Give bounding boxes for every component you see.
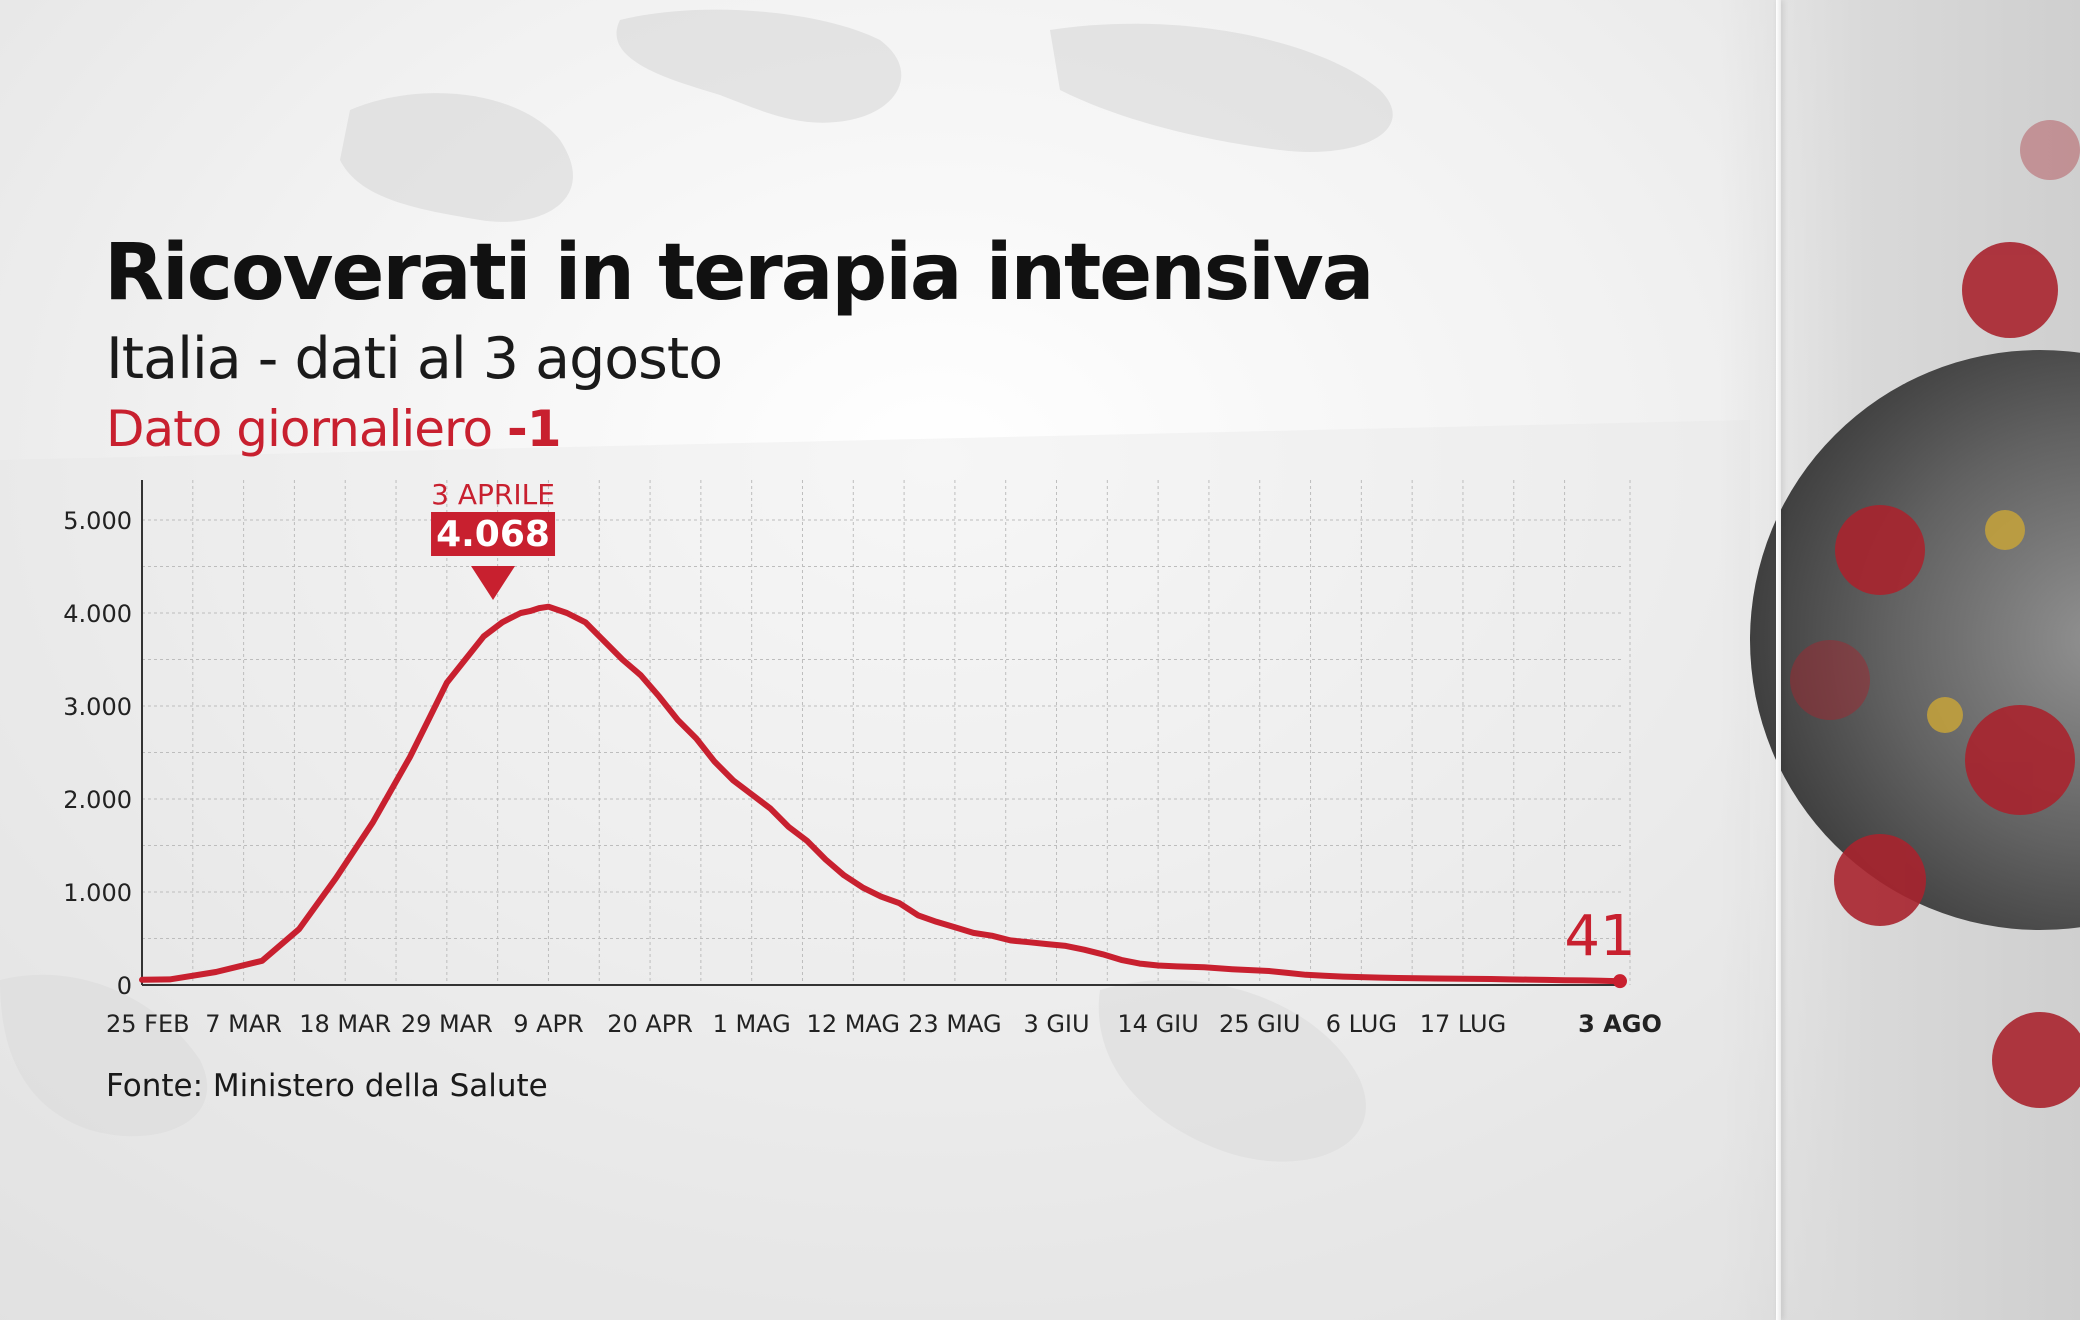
last-value-dot bbox=[1613, 974, 1627, 989]
x-tick-label: 9 APR bbox=[513, 1010, 583, 1038]
y-tick-label: 4.000 bbox=[63, 600, 132, 628]
daily-change-label: Dato giornaliero bbox=[106, 400, 493, 458]
last-value-label: 41 bbox=[1564, 904, 1635, 969]
peak-value-label: 4.068 bbox=[436, 514, 550, 555]
x-tick-label: 14 GIU bbox=[1117, 1010, 1198, 1038]
y-tick-label: 3.000 bbox=[63, 693, 132, 721]
x-tick-label: 6 LUG bbox=[1326, 1010, 1397, 1038]
x-tick-label: 3 GIU bbox=[1023, 1010, 1089, 1038]
daily-change: Dato giornaliero -1 bbox=[106, 400, 562, 458]
y-tick-label: 1.000 bbox=[63, 879, 132, 907]
x-tick-label: 3 AGO bbox=[1578, 1010, 1662, 1038]
x-tick-label: 25 GIU bbox=[1219, 1010, 1300, 1038]
peak-marker-arrow bbox=[471, 566, 516, 600]
x-tick-label: 1 MAG bbox=[713, 1010, 791, 1038]
x-tick-label: 12 MAG bbox=[807, 1010, 900, 1038]
x-tick-label: 18 MAR bbox=[299, 1010, 391, 1038]
peak-date-label: 3 APRILE bbox=[431, 478, 555, 511]
y-tick-label: 2.000 bbox=[63, 786, 132, 814]
series-line bbox=[139, 603, 1623, 985]
x-tick-label: 25 FEB bbox=[106, 1010, 190, 1038]
daily-change-value: -1 bbox=[506, 400, 562, 458]
source-note: Fonte: Ministero della Salute bbox=[106, 1068, 548, 1104]
x-tick-label: 7 MAR bbox=[205, 1010, 282, 1038]
chart-title: Ricoverati in terapia intensiva bbox=[104, 228, 1374, 318]
x-tick-label: 29 MAR bbox=[401, 1010, 493, 1038]
vertical-divider bbox=[1776, 0, 1781, 1320]
world-map-background bbox=[0, 9, 1393, 1162]
y-tick-label: 5.000 bbox=[63, 507, 132, 535]
x-tick-label: 23 MAG bbox=[908, 1010, 1001, 1038]
chart-subtitle: Italia - dati al 3 agosto bbox=[106, 326, 723, 392]
y-tick-label: 0 bbox=[117, 972, 132, 1000]
peak-value-box bbox=[431, 512, 556, 556]
x-tick-label: 20 APR bbox=[607, 1010, 693, 1038]
virus-image bbox=[1750, 120, 2080, 1108]
x-tick-label: 17 LUG bbox=[1420, 1010, 1507, 1038]
